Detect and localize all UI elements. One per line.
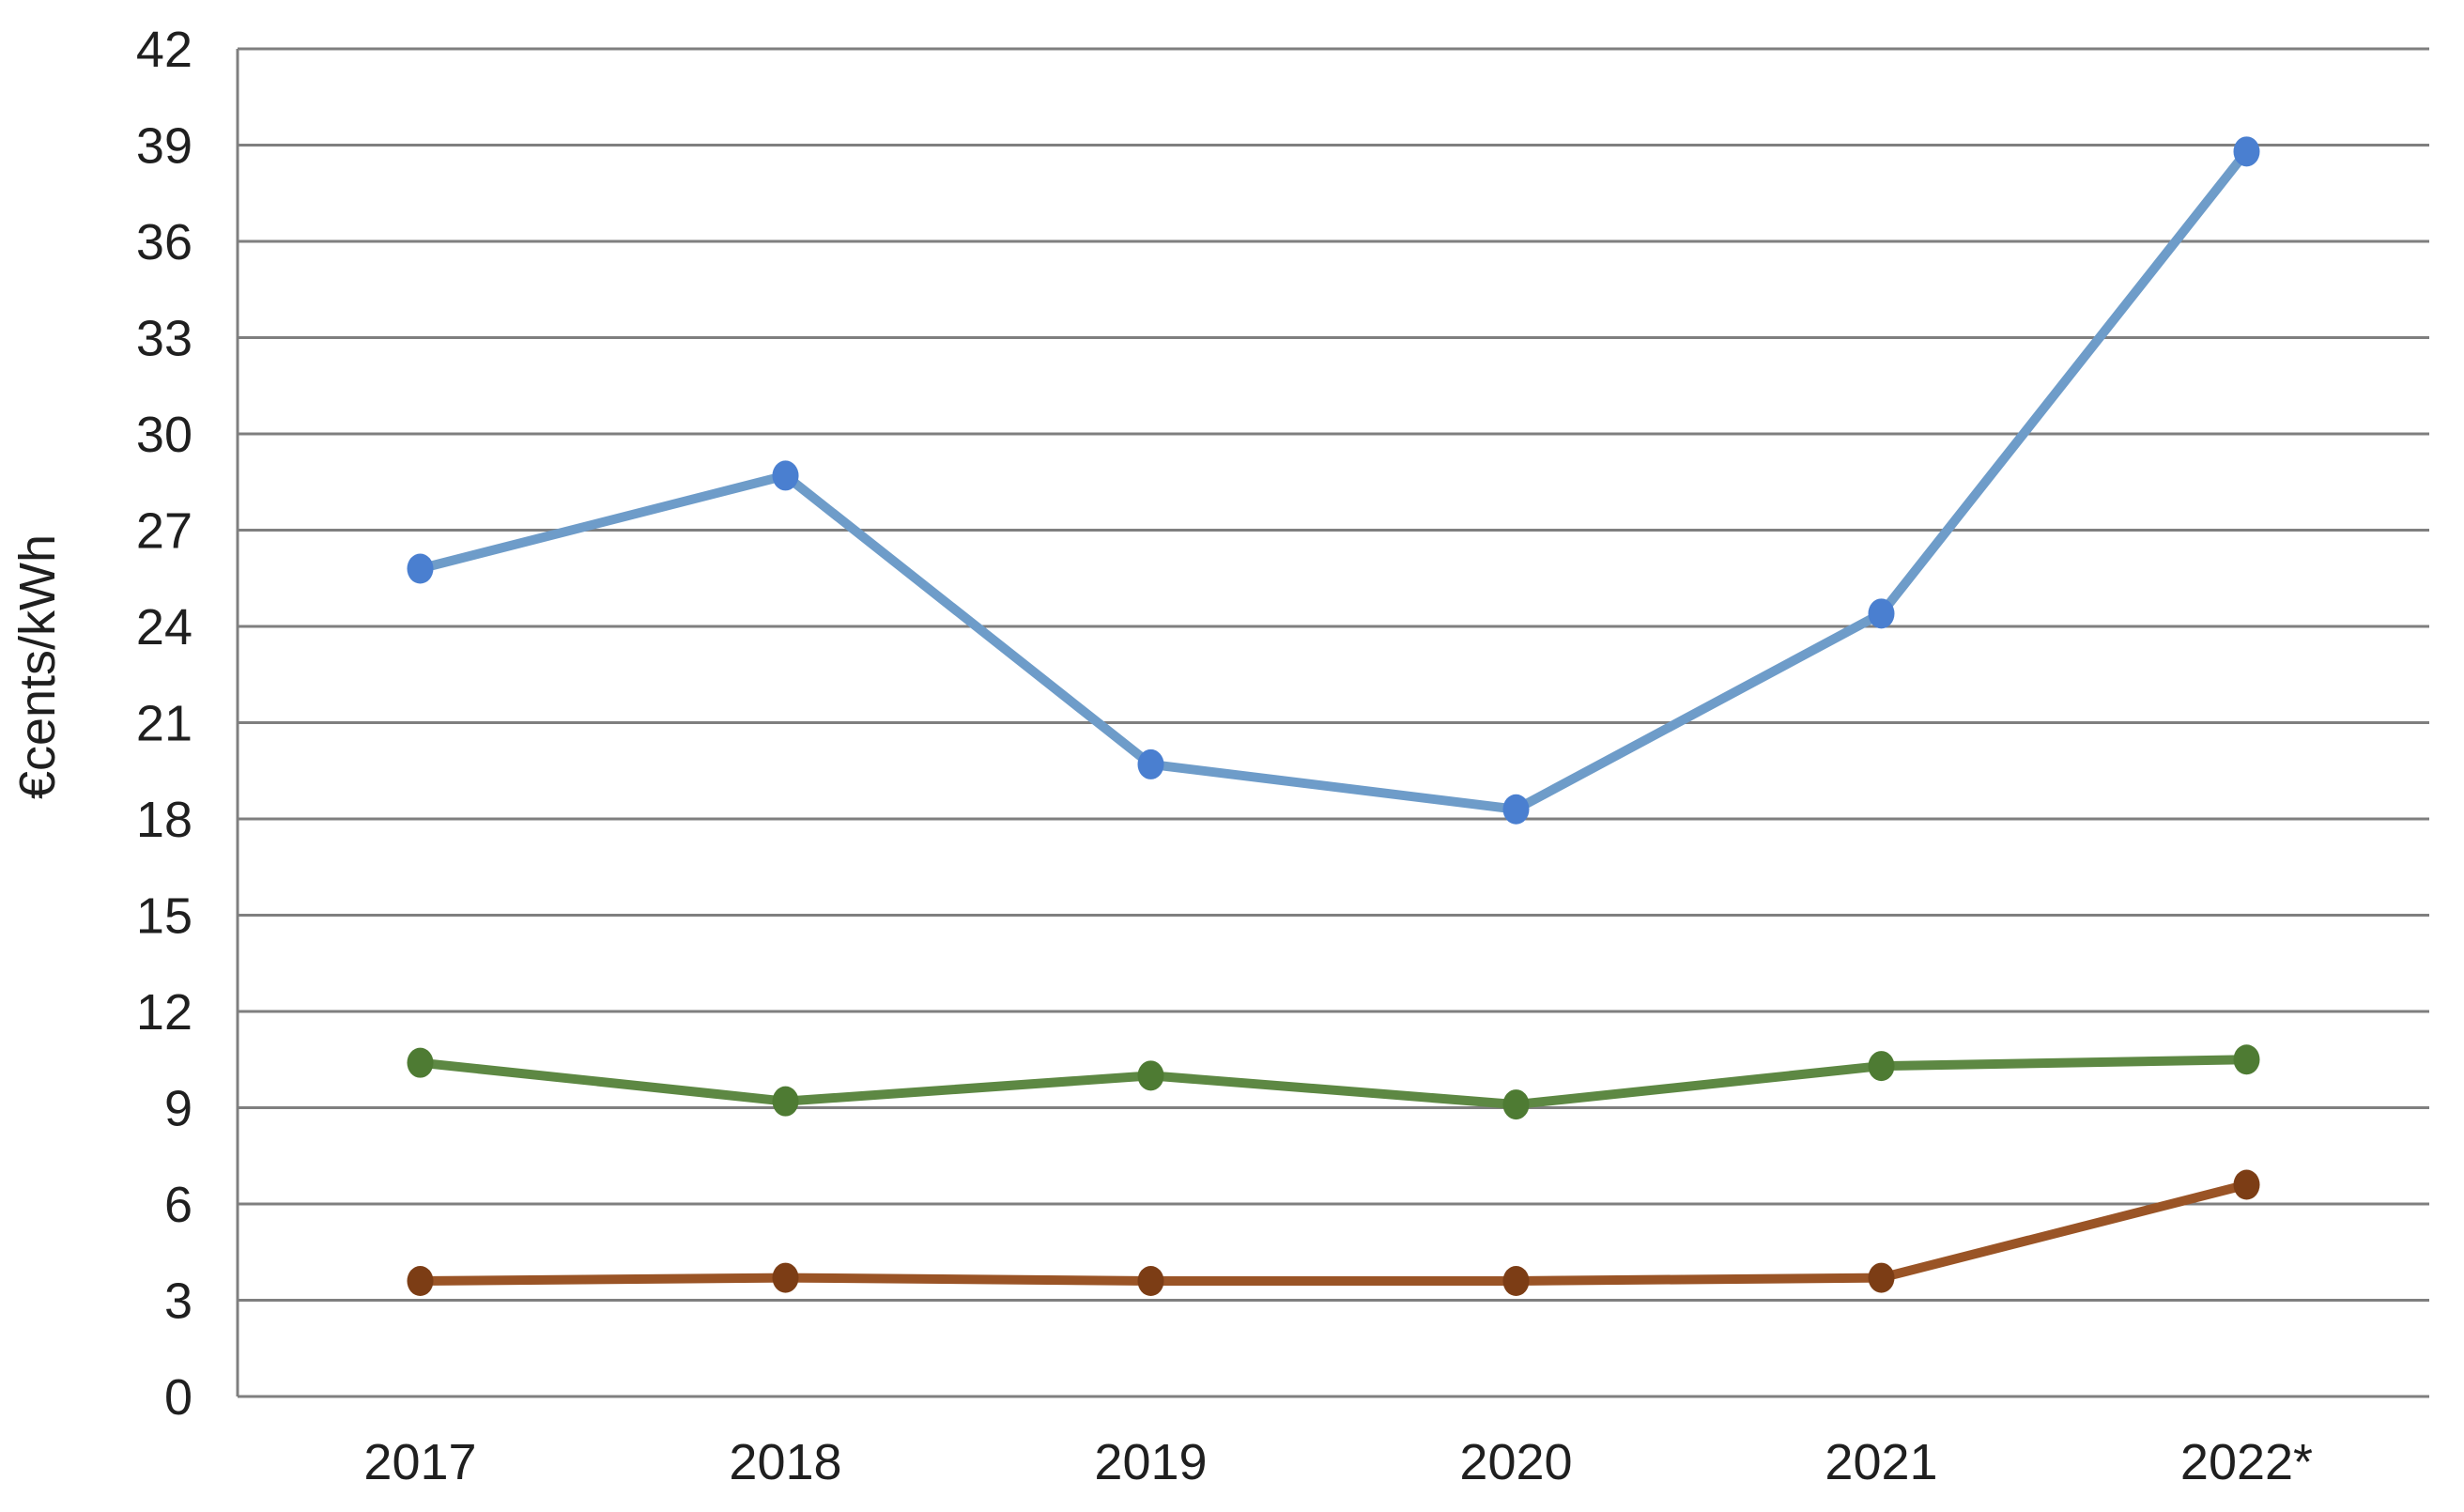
- y-tick-label: 24: [136, 599, 192, 656]
- y-tick-label: 6: [164, 1177, 192, 1233]
- y-tick-label: 21: [136, 696, 192, 752]
- x-tick-label: 2022*: [2180, 1434, 2313, 1490]
- series-blue-marker: [772, 460, 799, 491]
- series-green-marker: [1502, 1089, 1530, 1120]
- series-brown-marker: [1868, 1262, 1895, 1293]
- x-tick-label: 2020: [1459, 1434, 1572, 1490]
- y-tick-label: 42: [136, 22, 192, 78]
- y-tick-label: 30: [136, 407, 192, 463]
- x-tick-label: 2019: [1094, 1434, 1207, 1490]
- series-brown-marker: [1137, 1266, 1164, 1296]
- series-green-marker: [1868, 1051, 1895, 1082]
- series-blue-marker: [1502, 794, 1530, 825]
- y-tick-label: 0: [164, 1369, 192, 1426]
- series-green-marker: [2233, 1044, 2260, 1075]
- x-tick-label: 2021: [1825, 1434, 1937, 1490]
- y-tick-label: 39: [136, 118, 192, 175]
- series-brown-marker: [1502, 1266, 1530, 1296]
- series-blue-marker: [1868, 598, 1895, 629]
- y-tick-label: 36: [136, 214, 192, 270]
- series-brown-marker: [2233, 1169, 2260, 1200]
- series-brown-marker: [407, 1266, 434, 1296]
- y-tick-label: 15: [136, 888, 192, 945]
- series-green-marker: [407, 1047, 434, 1078]
- series-blue-line: [415, 147, 2252, 814]
- y-tick-label: 3: [164, 1273, 192, 1330]
- y-tick-label: 27: [136, 503, 192, 560]
- series-green-line: [415, 1055, 2252, 1110]
- y-tick-label: 33: [136, 311, 192, 367]
- y-tick-label: 12: [136, 984, 192, 1041]
- y-tick-label: 9: [164, 1081, 192, 1137]
- series-brown-line: [415, 1180, 2252, 1286]
- series-green-marker: [772, 1086, 799, 1117]
- y-tick-label: 18: [136, 792, 192, 848]
- x-tick-label: 2018: [729, 1434, 841, 1490]
- x-tick-label: 2017: [363, 1434, 476, 1490]
- y-axis-title: €cents/kWh: [9, 534, 66, 799]
- series-blue-marker: [2233, 136, 2260, 167]
- series-blue-marker: [407, 553, 434, 584]
- series-brown-marker: [772, 1262, 799, 1293]
- series-green-marker: [1137, 1060, 1164, 1091]
- series-blue-marker: [1137, 748, 1164, 779]
